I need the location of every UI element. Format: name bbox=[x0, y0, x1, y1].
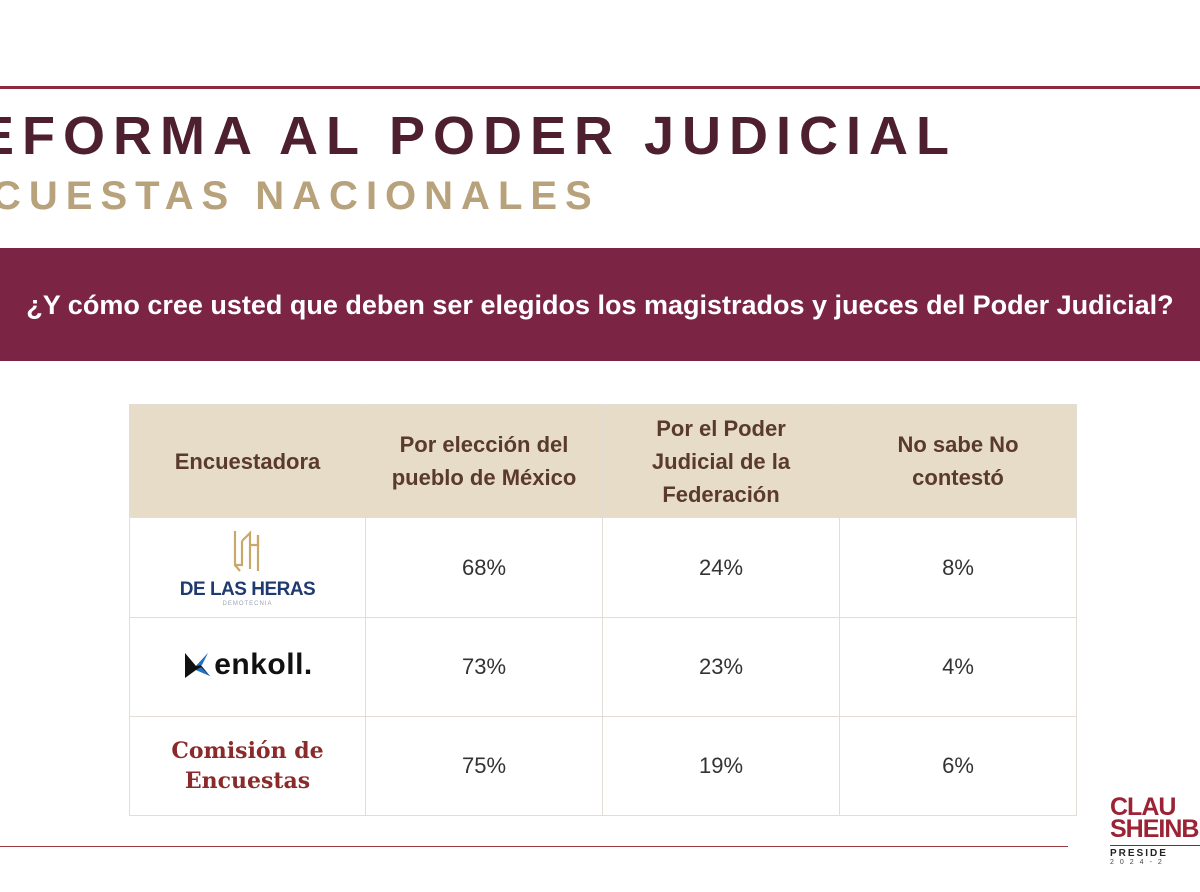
value-election-by-people: 75% bbox=[365, 716, 603, 816]
question-text: ¿Y cómo cree usted que deben ser elegido… bbox=[26, 289, 1174, 320]
pollster-cell: enkoll. bbox=[129, 617, 366, 717]
header-election-by-people-label: Por elección del pueblo de México bbox=[391, 432, 577, 490]
table-row: DE LAS HERAS DEMOTECNIA 68% 24% 8% bbox=[129, 517, 1077, 618]
value-no-answer: 6% bbox=[839, 716, 1077, 816]
survey-results-table: Encuestadora Por elección del pueblo de … bbox=[129, 404, 1077, 816]
brand-line-4: 2024-2 bbox=[1110, 859, 1168, 866]
comision-de-encuestas-logo: Comisión de Encuestas bbox=[171, 738, 324, 794]
table-row: enkoll. 73% 23% 4% bbox=[129, 617, 1077, 717]
enkoll-mark-icon bbox=[185, 653, 211, 678]
brand-line-3: PRESIDE bbox=[1110, 845, 1200, 859]
brand-line-1: CLAU bbox=[1110, 793, 1176, 821]
table-row: Comisión de Encuestas 75% 19% 6% bbox=[129, 716, 1077, 816]
pollster-cell: DE LAS HERAS DEMOTECNIA bbox=[129, 517, 366, 618]
page-subtitle: CUESTAS NACIONALES bbox=[0, 174, 600, 218]
bottom-divider bbox=[0, 846, 1068, 847]
de-las-heras-tag: DEMOTECNIA bbox=[222, 600, 273, 607]
de-las-heras-logo: DE LAS HERAS DEMOTECNIA bbox=[179, 529, 316, 607]
value-election-by-people: 73% bbox=[365, 617, 603, 717]
page-title: EFORMA AL PODER JUDICIAL bbox=[0, 106, 958, 166]
table-header-row: Encuestadora Por elección del pueblo de … bbox=[129, 404, 1077, 518]
header-election-by-people: Por elección del pueblo de México bbox=[365, 404, 603, 518]
value-by-judicial-power: 23% bbox=[602, 617, 840, 717]
de-las-heras-mark-icon bbox=[233, 529, 259, 572]
header-no-answer: No sabe No contestó bbox=[839, 404, 1077, 518]
value-by-judicial-power: 24% bbox=[602, 517, 840, 618]
brand-logo: CLAU SHEINB PRESIDE 2024-2 bbox=[1110, 793, 1200, 866]
value-by-judicial-power: 19% bbox=[602, 716, 840, 816]
pollster-cell: Comisión de Encuestas bbox=[129, 716, 366, 816]
value-election-by-people: 68% bbox=[365, 517, 603, 618]
top-divider bbox=[0, 86, 1200, 89]
de-las-heras-name: DE LAS HERAS bbox=[179, 578, 316, 600]
enkoll-logo: enkoll. bbox=[182, 648, 313, 682]
brand-line-2: SHEINB bbox=[1110, 815, 1199, 843]
header-no-answer-label: No sabe No contestó bbox=[897, 432, 1019, 490]
value-no-answer: 8% bbox=[839, 517, 1077, 618]
question-banner: ¿Y cómo cree usted que deben ser elegido… bbox=[0, 248, 1200, 361]
header-by-judicial-power: Por el Poder Judicial de la Federación bbox=[602, 404, 840, 518]
enkoll-name: enkoll. bbox=[214, 648, 313, 681]
header-pollster: Encuestadora bbox=[129, 404, 366, 518]
value-no-answer: 4% bbox=[839, 617, 1077, 717]
header-by-judicial-power-label: Por el Poder Judicial de la Federación bbox=[651, 415, 791, 507]
